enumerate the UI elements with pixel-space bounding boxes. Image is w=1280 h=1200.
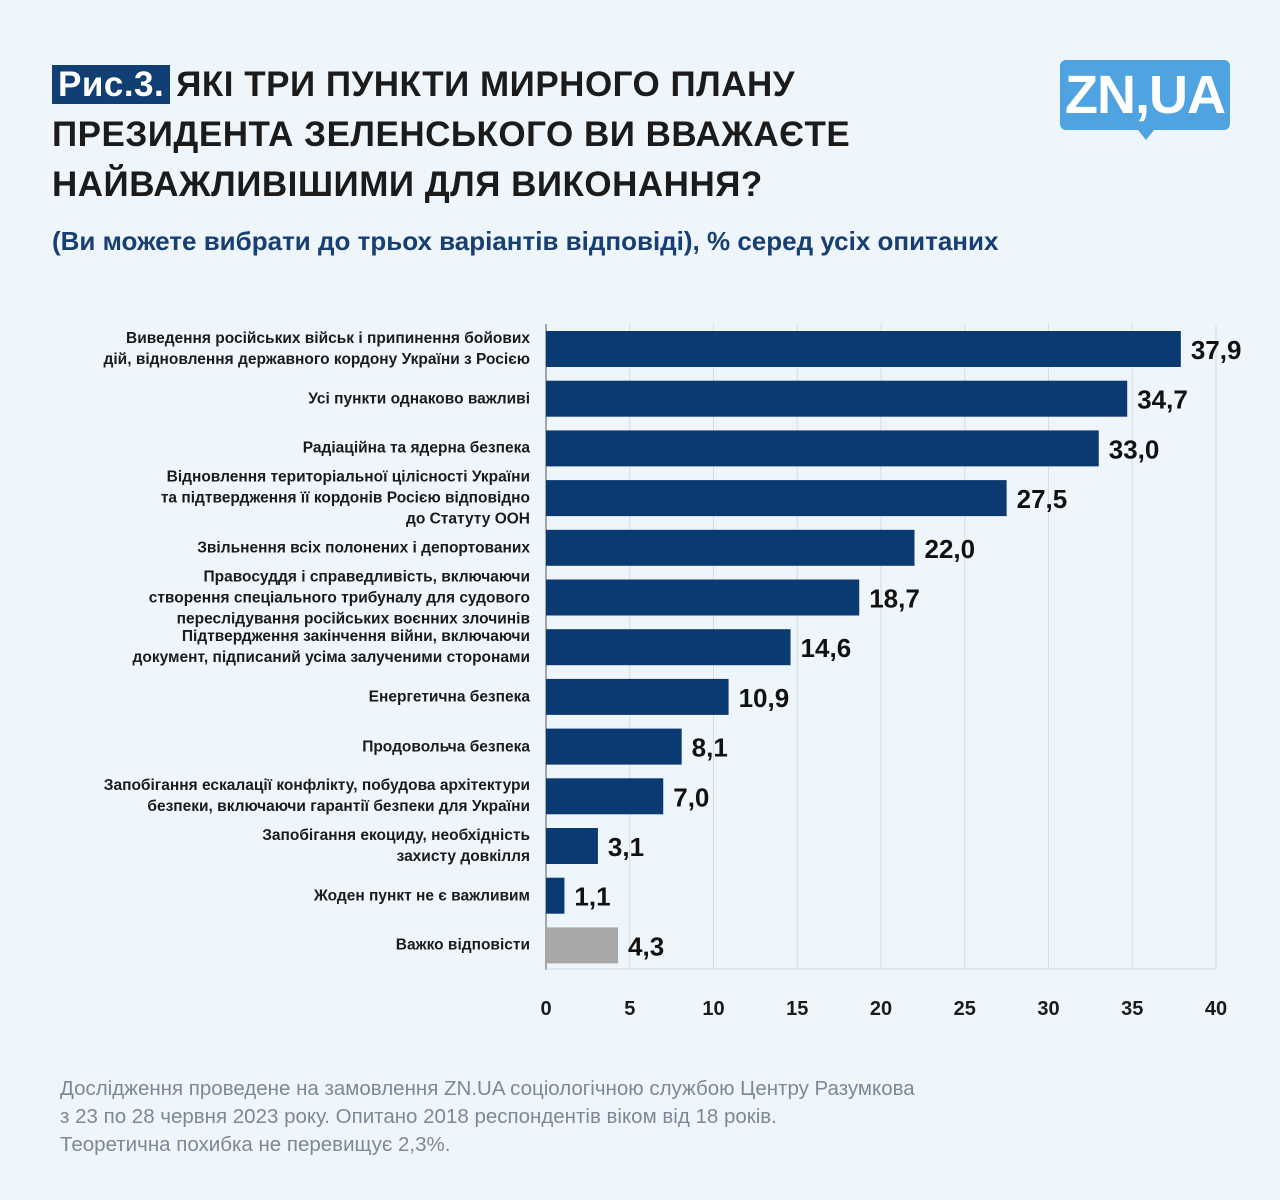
zn-ua-logo: ZN,UA	[1060, 60, 1230, 140]
category-label-line: створення спеціального трибуналу для суд…	[148, 589, 530, 606]
x-tick-label: 25	[954, 998, 976, 1020]
bar	[546, 331, 1181, 367]
value-label: 7,0	[673, 782, 709, 812]
category-label-line: Запобігання ескалації конфлікту, побудов…	[103, 777, 530, 795]
bar	[546, 927, 619, 964]
footer-line: Теоретична похибка не перевищує 2,3%.	[60, 1133, 451, 1156]
category-label-line: Запобігання екоциду, необхідність	[262, 827, 530, 844]
bar-chart: 0 5 10 15 20 25 30 35 40 37,934,7 33,0 27,5 22,018,7…	[540, 324, 1242, 1020]
x-tick-label: 30	[1037, 998, 1059, 1020]
category-label: Виведення російських військ і припинення…	[10, 328, 530, 370]
value-label: 27,5	[1017, 484, 1068, 514]
category-label: Запобігання екоциду, необхідність захисту…	[10, 825, 530, 867]
bar	[546, 828, 598, 864]
category-label: Звільнення всіх полонених і депортованих	[10, 537, 530, 558]
value-label: 33,0	[1109, 434, 1160, 464]
figure-label: Рис.3.	[52, 65, 171, 104]
bar	[546, 728, 682, 765]
bar	[546, 529, 915, 566]
category-label-line: Жоден пункт не є важливим	[313, 887, 530, 905]
value-label: 1,1	[574, 882, 610, 912]
category-label: Підтвердження закінчення війни, включаюч…	[10, 626, 530, 668]
value-label: 22,0	[925, 534, 976, 564]
category-label-line: Енергетична безпека	[368, 688, 530, 706]
category-label-line: Важко відповісти	[395, 936, 530, 954]
category-label-line: Відновлення територіальної цілісності Ук…	[166, 468, 530, 486]
category-label-line: Підтвердження закінчення війни, включаюч…	[181, 628, 530, 646]
bar	[546, 430, 1099, 467]
category-label-line: Радіаційна та ядерна безпека	[302, 439, 530, 457]
value-label: 18,7	[869, 584, 920, 614]
category-label-line: Виведення російських військ і припинення…	[126, 330, 530, 347]
chart-subtitle: (Ви можете вибрати до трьох варіантів ві…	[52, 226, 999, 256]
x-tick-label: 5	[624, 998, 635, 1020]
category-label-line: безпеки, включаючи гарантії безпеки для …	[147, 798, 530, 816]
x-tick-label: 40	[1205, 998, 1227, 1020]
value-label: 10,9	[739, 683, 790, 713]
category-label: Радіаційна та ядерна безпека	[10, 438, 530, 459]
value-label: 37,9	[1191, 335, 1242, 365]
category-label: Важко відповісти	[10, 935, 530, 956]
footer-line: з 23 по 28 червня 2023 року. Опитано 201…	[60, 1105, 777, 1128]
x-tick-label: 35	[1121, 998, 1143, 1020]
x-tick-label: 0	[540, 998, 551, 1020]
value-label: 8,1	[692, 733, 728, 763]
footer-line: Дослідження проведене на замовлення ZN.U…	[60, 1077, 915, 1100]
value-label: 14,6	[801, 633, 852, 663]
footer-note: Дослідження проведене на замовлення ZN.U…	[60, 1075, 1240, 1159]
category-label-line: та підтвердження її кордонів Росією відп…	[160, 489, 530, 507]
bar	[546, 877, 565, 914]
value-label: 3,1	[608, 832, 644, 862]
bar	[546, 579, 860, 616]
x-tick-label: 10	[702, 998, 724, 1020]
category-label: Відновлення територіальної цілісності Ук…	[10, 467, 530, 530]
category-label-line: Усі пункти однаково важливі	[308, 390, 530, 408]
x-tick-label: 20	[870, 998, 892, 1020]
bar	[546, 778, 664, 815]
category-label-line: Правосуддя і справедливість, включаючи	[203, 568, 531, 585]
category-labels: Виведення російських військ і припинення…	[0, 0, 540, 1000]
bar	[546, 480, 1007, 517]
category-label-line: Продовольча безпека	[362, 738, 530, 756]
category-label: Усі пункти однаково важливі	[10, 388, 530, 409]
value-label: 4,3	[628, 931, 664, 961]
category-label: Запобігання ескалації конфлікту, побудов…	[10, 775, 530, 817]
category-label: Енергетична безпека	[10, 686, 530, 707]
category-label-line: Звільнення всіх полонених і депортованих	[197, 539, 530, 557]
category-label-line: до Статуту ООН	[405, 510, 530, 528]
value-label: 34,7	[1137, 385, 1188, 415]
category-label-line: переслідування російських воєнних злочин…	[176, 610, 530, 627]
category-label-line: захисту довкілля	[396, 848, 530, 865]
bar	[546, 678, 729, 715]
chart-title: Рис.3. ЯКІ ТРИ ПУНКТИ МИРНОГО ПЛАНУ ПРЕЗИ…	[52, 60, 952, 210]
category-label: Продовольча безпека	[10, 736, 530, 757]
category-label-line: документ, підписаний усіма залученими ст…	[132, 649, 530, 667]
x-tick-label: 15	[786, 998, 808, 1020]
bar	[546, 380, 1128, 417]
title-text: ЯКІ ТРИ ПУНКТИ МИРНОГО ПЛАНУ ПРЕЗИДЕНТА …	[52, 65, 851, 204]
bar	[546, 629, 791, 666]
category-label: Правосуддя і справедливість, включаючи ст…	[10, 566, 530, 629]
category-label-line: дій, відновлення державного кордону Укра…	[103, 351, 530, 368]
category-label: Жоден пункт не є важливим	[10, 885, 530, 906]
